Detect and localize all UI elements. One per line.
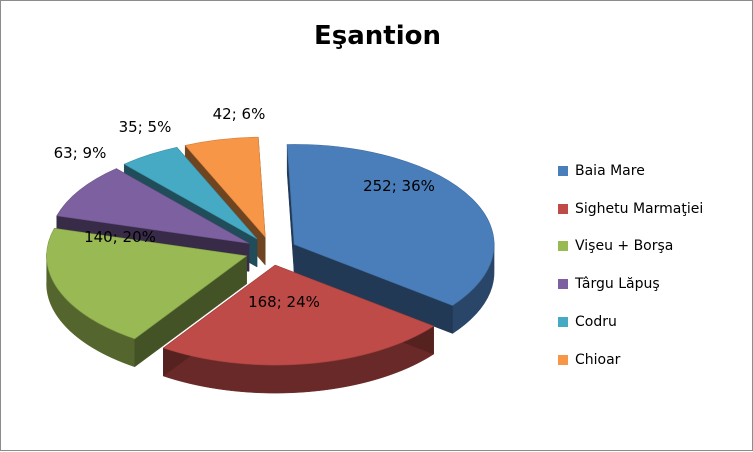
data-label-0: 252; 36% [363,177,435,195]
pie-slice-2 [46,228,248,368]
legend-swatch [558,279,568,290]
legend-item-4: Codru [558,303,753,341]
legend-swatch [558,241,568,252]
pie-slice-1 [162,264,435,394]
legend-label: Baia Mare [575,162,645,179]
legend-item-3: Târgu Lăpuş [558,265,753,303]
legend-label: Târgu Lăpuş [575,276,660,293]
legend-label: Chioar [575,351,621,368]
data-label-3: 63; 9% [54,144,107,162]
legend-item-5: Chioar [558,341,753,379]
pie-slice-0 [286,144,495,334]
legend-label: Codru [575,314,617,331]
legend-swatch [558,354,568,365]
legend-item-2: Vişeu + Borşa [558,228,753,266]
chart-legend: Baia Mare Sighetu Marmaţiei Vişeu + Borşa T… [558,152,753,379]
legend-label: Vişeu + Borşa [575,238,674,255]
legend-swatch [558,203,568,214]
chart-title: Eşantion [313,21,441,51]
legend-item-1: Sighetu Marmaţiei [558,190,753,228]
data-label-4: 35; 5% [119,118,172,136]
legend-swatch [558,165,568,176]
data-label-1: 168; 24% [248,293,320,311]
legend-swatch [558,317,568,328]
data-label-5: 42; 6% [213,105,266,123]
data-label-2: 140; 20% [84,228,156,246]
legend-label: Sighetu Marmaţiei [575,200,704,217]
legend-item-0: Baia Mare [558,152,753,190]
